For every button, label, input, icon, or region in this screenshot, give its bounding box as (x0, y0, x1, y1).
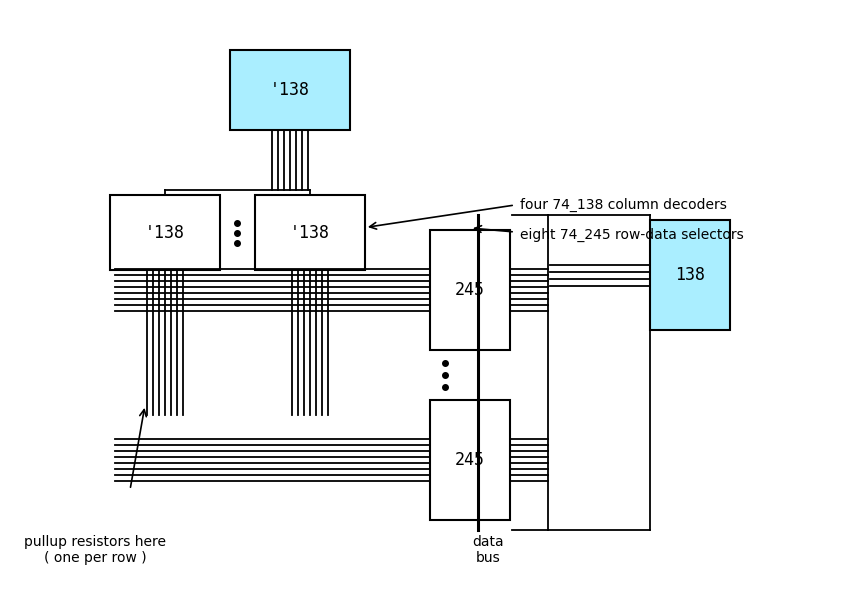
Bar (230, 50, 350, 130)
Text: 138: 138 (675, 266, 705, 284)
Text: '138: '138 (270, 81, 310, 99)
Text: 245: 245 (455, 281, 485, 299)
Bar (110, 195, 220, 270)
Text: data
bus: data bus (473, 535, 504, 565)
Text: '138: '138 (290, 224, 330, 241)
Text: four 74_138 column decoders: four 74_138 column decoders (520, 198, 727, 212)
Bar (430, 230, 510, 350)
Text: eight 74_245 row-data selectors: eight 74_245 row-data selectors (520, 228, 744, 242)
Bar (430, 400, 510, 520)
Bar (255, 195, 365, 270)
Text: pullup resistors here
( one per row ): pullup resistors here ( one per row ) (24, 535, 166, 565)
Bar (650, 220, 730, 330)
Text: '138: '138 (145, 224, 185, 241)
Text: 245: 245 (455, 451, 485, 469)
